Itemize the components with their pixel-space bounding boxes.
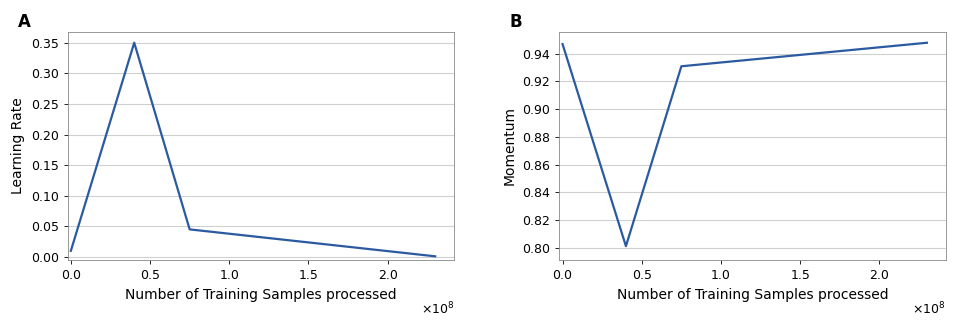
Text: B: B (509, 13, 522, 31)
X-axis label: Number of Training Samples processed: Number of Training Samples processed (125, 288, 397, 302)
Text: $\times 10^{8}$: $\times 10^{8}$ (912, 301, 946, 318)
Y-axis label: Learning Rate: Learning Rate (11, 98, 25, 194)
X-axis label: Number of Training Samples processed: Number of Training Samples processed (617, 288, 888, 302)
Y-axis label: Momentum: Momentum (502, 106, 517, 185)
Text: A: A (17, 13, 31, 31)
Text: $\times 10^{8}$: $\times 10^{8}$ (421, 301, 455, 318)
